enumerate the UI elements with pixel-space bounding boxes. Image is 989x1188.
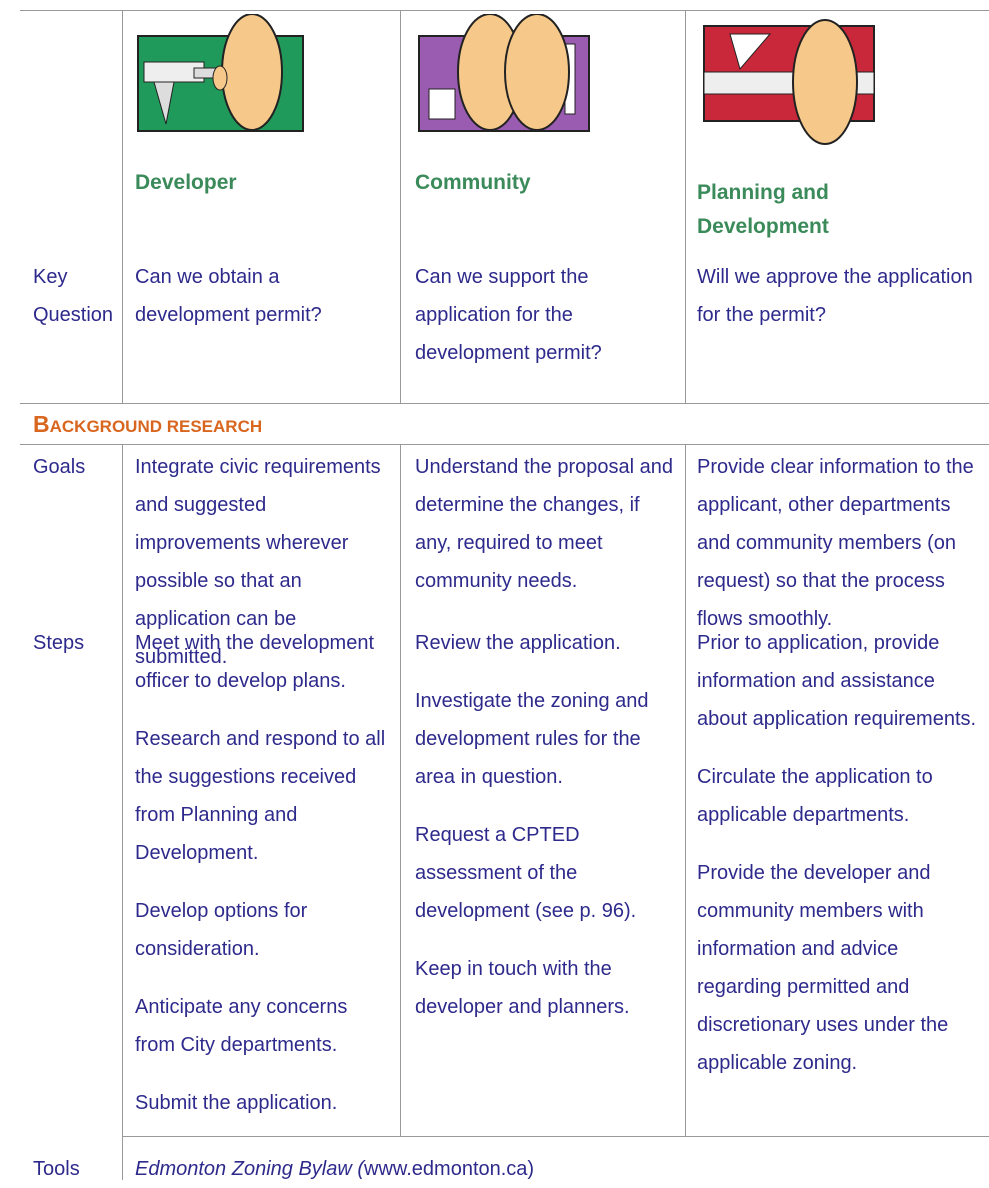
rule	[20, 444, 989, 445]
rule	[685, 10, 686, 403]
step: Research and respond to all the suggesti…	[135, 728, 386, 864]
developer-icon	[137, 14, 304, 132]
rule	[122, 10, 123, 403]
role: Developer	[135, 171, 237, 194]
rule	[400, 10, 401, 403]
rule	[20, 10, 989, 11]
rule	[20, 403, 989, 404]
step: Request a CPTED assessment of the develo…	[415, 824, 637, 922]
step: Meet with the development officer to dev…	[135, 632, 375, 692]
cell: Prior to application, provide informatio…	[697, 624, 982, 1102]
row-label: Key Question	[33, 266, 114, 326]
tool-title: Edmonton Zoning Bylaw (	[135, 1158, 365, 1180]
step: Review the application.	[415, 632, 621, 654]
step: Anticipate any concerns from City depart…	[135, 996, 348, 1056]
cell: Can we support the application for the d…	[415, 266, 602, 364]
cell: Understand the proposal and determine th…	[415, 456, 673, 592]
planning-icon	[703, 19, 875, 145]
cell: Can we obtain a development permit?	[135, 266, 322, 326]
row-label: Tools	[33, 1158, 80, 1180]
rule	[400, 444, 401, 1136]
cell: Edmonton Zoning Bylaw (www.edmonton.ca)	[135, 1150, 534, 1188]
cell: Will we approve the application for the …	[697, 266, 973, 326]
step: Develop options for consideration.	[135, 900, 308, 960]
cell: Integrate civic requirements and suggest…	[135, 456, 381, 668]
step: Provide the developer and community memb…	[697, 862, 949, 1074]
row-label: Steps	[33, 632, 85, 654]
rule	[122, 444, 123, 1180]
section-title: BACKGROUND RESEARCH	[33, 411, 263, 437]
step: Investigate the zoning and development r…	[415, 690, 649, 788]
rule	[122, 1136, 989, 1137]
cell: Review the application. Investigate the z…	[415, 624, 675, 1046]
rule	[685, 444, 686, 1136]
step: Prior to application, provide informatio…	[697, 632, 977, 730]
cell: Provide clear information to the applica…	[697, 456, 974, 630]
community-icon	[418, 14, 590, 132]
row-label: Goals	[33, 456, 86, 478]
role: Planning and Development	[697, 181, 829, 238]
cell: Meet with the development officer to dev…	[135, 624, 390, 1142]
step: Keep in touch with the developer and pla…	[415, 958, 630, 1018]
role: Community	[415, 171, 531, 194]
step: Circulate the application to applicable …	[697, 766, 933, 826]
step: Submit the application.	[135, 1092, 338, 1114]
tool-link: www.edmonton.ca)	[364, 1158, 535, 1180]
